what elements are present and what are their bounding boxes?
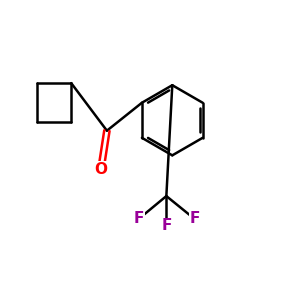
Text: F: F: [189, 212, 200, 226]
Text: F: F: [161, 218, 172, 233]
Text: O: O: [94, 162, 107, 177]
Text: F: F: [134, 212, 144, 226]
